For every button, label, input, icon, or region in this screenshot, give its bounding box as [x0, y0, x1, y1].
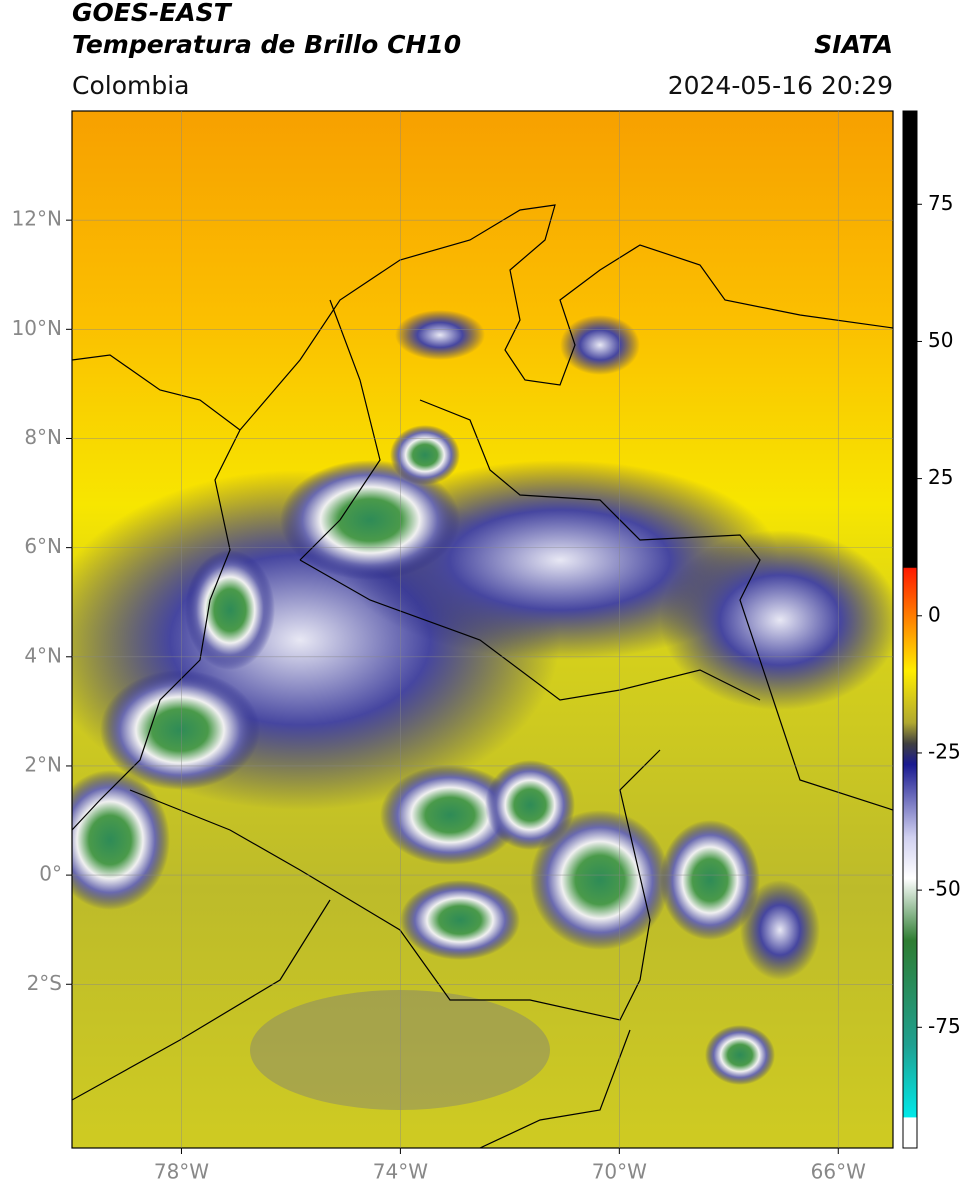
y-tick-label: 10°N: [12, 316, 62, 340]
y-tick-label: 4°N: [24, 643, 62, 667]
x-tick-label: 66°W: [811, 1160, 866, 1184]
timestamp: 2024-05-16 20:29: [667, 71, 893, 100]
colorbar-tick-label: -50: [928, 877, 961, 901]
y-tick-label: 2°N: [24, 752, 62, 776]
colorbar-tick-label: -25: [928, 739, 961, 763]
x-tick-label: 74°W: [373, 1160, 428, 1184]
colorbar-tick-label: 25: [928, 465, 953, 489]
y-tick-label: 12°N: [12, 207, 62, 231]
subtitle: Temperatura de Brillo CH10: [72, 30, 462, 59]
y-tick-label: 2°S: [27, 971, 62, 995]
satellite-image: [72, 111, 893, 1148]
colorbar-tick-label: 0: [928, 602, 941, 626]
map-frame: [71, 110, 894, 1149]
x-tick-label: 78°W: [154, 1160, 209, 1184]
source: SIATA: [814, 30, 893, 59]
region: Colombia: [72, 71, 190, 100]
colorbar-tick-label: 50: [928, 328, 953, 352]
x-tick-label: 70°W: [592, 1160, 647, 1184]
y-tick-label: 8°N: [24, 425, 62, 449]
title: GOES-EAST: [72, 0, 231, 27]
colorbar-tick-label: 75: [928, 191, 953, 215]
y-tick-label: 0°: [39, 862, 62, 886]
colorbar-tick-label: -75: [928, 1014, 961, 1038]
colorbar: [902, 110, 918, 1149]
y-tick-label: 6°N: [24, 534, 62, 558]
